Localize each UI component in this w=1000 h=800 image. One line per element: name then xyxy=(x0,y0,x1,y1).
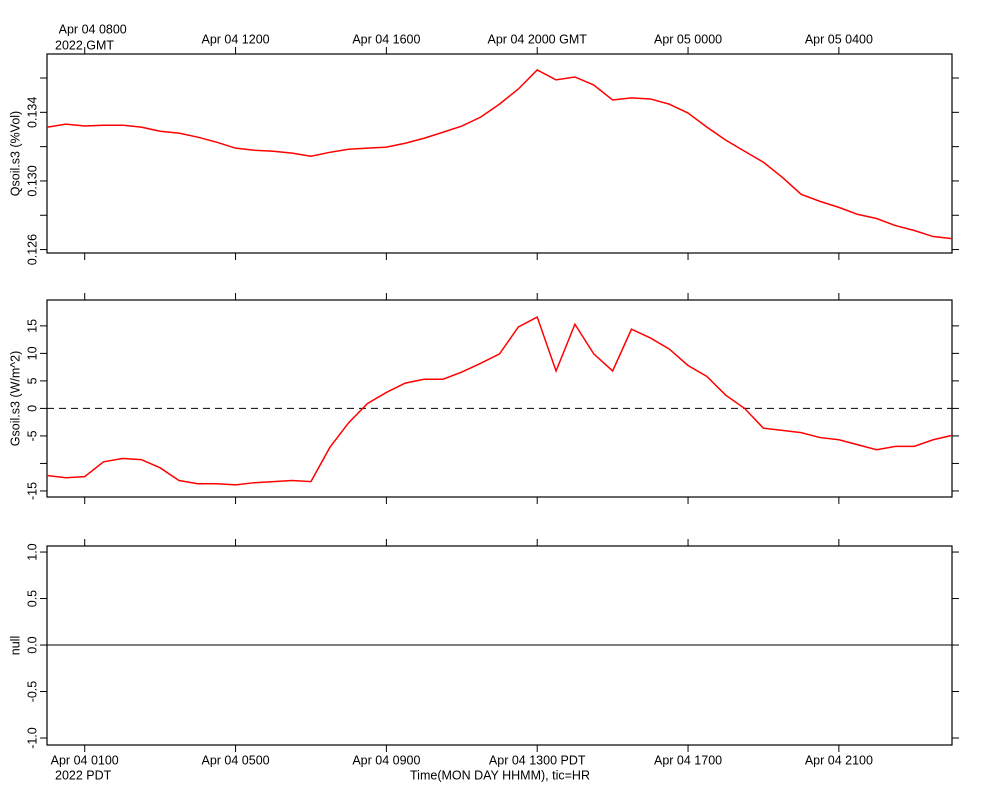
y-tick-label: 0.126 xyxy=(25,234,39,265)
x2-tick-label: Apr 05 0000 xyxy=(654,32,722,46)
y-tick-label: 0.0 xyxy=(25,636,39,653)
y-tick-label: 0.5 xyxy=(25,590,39,607)
y-tick-label: 0 xyxy=(25,405,39,412)
data-line xyxy=(46,315,953,486)
x-tick-label: Apr 04 1300 PDT xyxy=(489,753,586,767)
x2-tick-label: Apr 04 1600 xyxy=(352,32,420,46)
x-tick-label: Apr 04 0100 xyxy=(51,753,119,767)
y-tick-label: 10 xyxy=(25,346,39,360)
y-tick-label: -0.5 xyxy=(25,681,39,703)
x2-note: 2022 GMT xyxy=(55,38,114,52)
y-tick-label: 1.0 xyxy=(25,543,39,560)
y-axis-label: null xyxy=(8,636,22,655)
y-tick-label: 0.134 xyxy=(25,97,39,128)
x-tick-label: Apr 04 1700 xyxy=(654,753,722,767)
plot-frame xyxy=(46,53,953,254)
y-tick-label: -5 xyxy=(25,430,39,441)
y-tick-label: 5 xyxy=(25,377,39,384)
x-axis-label: Time(MON DAY HHMM), tic=HR xyxy=(410,768,590,782)
plot-frame xyxy=(46,299,953,498)
y-tick-label: -15 xyxy=(25,482,39,500)
y-tick-label: 0.130 xyxy=(25,165,39,196)
y-axis-label: Gsoil.s3 (W/m^2) xyxy=(8,351,22,446)
data-line xyxy=(46,69,953,240)
x2-tick-label: Apr 04 1200 xyxy=(201,32,269,46)
x2-tick-label: Apr 04 2000 GMT xyxy=(488,32,588,46)
x-tick-label: Apr 04 0900 xyxy=(352,753,420,767)
y-tick-label: -1.0 xyxy=(25,727,39,749)
y-axis-label: Qsoil.s3 (%Vol) xyxy=(8,111,22,196)
x2-tick-label: Apr 05 0400 xyxy=(805,32,873,46)
x2-tick-label: Apr 04 0800 xyxy=(59,22,127,36)
x-note: 2022 PDT xyxy=(55,768,112,782)
y-tick-label: 15 xyxy=(25,319,39,333)
x-tick-label: Apr 04 2100 xyxy=(805,753,873,767)
x-tick-label: Apr 04 0500 xyxy=(201,753,269,767)
